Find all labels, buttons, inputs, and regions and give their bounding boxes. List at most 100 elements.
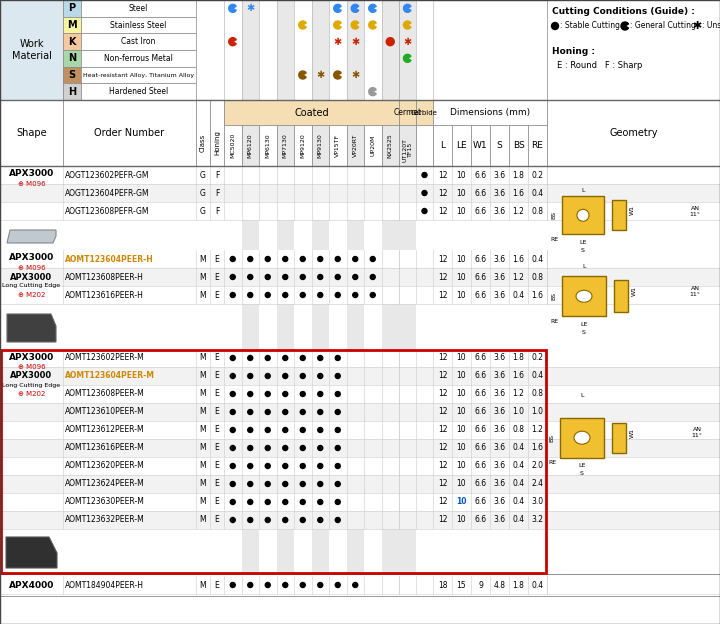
Text: S: S: [581, 248, 585, 253]
Bar: [63, 100, 196, 166]
Text: 6.6: 6.6: [474, 170, 487, 180]
Bar: [399, 250, 416, 349]
Text: M: M: [199, 407, 207, 416]
Bar: [0, 166, 720, 184]
Text: AN
11°: AN 11°: [690, 206, 701, 217]
Wedge shape: [229, 4, 236, 12]
Bar: [433, 125, 452, 166]
Text: 10: 10: [456, 170, 467, 180]
Bar: [1, 350, 546, 573]
Bar: [0, 439, 720, 457]
Text: 12: 12: [438, 426, 447, 434]
Text: 0.8: 0.8: [531, 389, 544, 399]
Text: E: E: [215, 389, 220, 399]
Wedge shape: [334, 71, 341, 79]
Circle shape: [300, 464, 305, 469]
Circle shape: [230, 275, 235, 280]
Bar: [241, 349, 259, 574]
Text: AOMT123620PEER-M: AOMT123620PEER-M: [65, 462, 145, 470]
Circle shape: [336, 464, 341, 469]
Text: LE: LE: [578, 463, 585, 468]
Text: UT120T
TF15: UT120T TF15: [402, 138, 413, 162]
Text: M: M: [67, 20, 77, 30]
Circle shape: [265, 275, 270, 280]
Text: MP9130: MP9130: [318, 133, 323, 158]
Circle shape: [336, 293, 341, 298]
Text: Dimensions (mm): Dimensions (mm): [450, 108, 530, 117]
Circle shape: [300, 275, 305, 280]
Text: APX4000: APX4000: [9, 580, 54, 590]
Bar: [612, 200, 626, 230]
Circle shape: [265, 256, 270, 261]
Bar: [196, 100, 210, 166]
Text: M: M: [199, 389, 207, 399]
Circle shape: [248, 374, 253, 379]
Text: 10: 10: [456, 255, 467, 263]
Text: 10: 10: [456, 479, 467, 489]
Bar: [0, 286, 720, 304]
Circle shape: [318, 256, 323, 261]
Text: AOMT123632PEER-M: AOMT123632PEER-M: [65, 515, 145, 525]
Text: 0.8: 0.8: [531, 207, 544, 215]
Bar: [547, 0, 720, 100]
Text: Non-ferrous Metal: Non-ferrous Metal: [104, 54, 173, 63]
Text: Cast Iron: Cast Iron: [121, 37, 156, 46]
Text: E: E: [215, 479, 220, 489]
Text: 3.6: 3.6: [493, 497, 505, 507]
Text: 1.0: 1.0: [513, 407, 524, 416]
Text: 12: 12: [438, 291, 447, 300]
Text: ✱: ✱: [246, 3, 254, 13]
Bar: [416, 0, 433, 100]
Text: 1.6: 1.6: [531, 291, 544, 300]
Text: 12: 12: [438, 207, 447, 215]
Circle shape: [336, 499, 341, 504]
Circle shape: [265, 409, 270, 414]
Text: E: E: [215, 444, 220, 452]
Text: 12: 12: [438, 462, 447, 470]
Circle shape: [265, 427, 270, 432]
Text: 1.2: 1.2: [513, 273, 524, 281]
Text: 1.6: 1.6: [513, 255, 524, 263]
Text: 3.6: 3.6: [493, 354, 505, 363]
Text: M: M: [199, 462, 207, 470]
Text: M: M: [199, 515, 207, 525]
Text: LE: LE: [456, 141, 467, 150]
Text: 10: 10: [456, 188, 467, 198]
Bar: [241, 125, 259, 166]
Text: RE: RE: [531, 141, 544, 150]
Text: P: P: [68, 3, 76, 13]
Text: : Unstable Cutting: : Unstable Cutting: [702, 21, 720, 31]
Text: MP7130: MP7130: [283, 133, 288, 158]
Bar: [0, 511, 720, 529]
Text: M: M: [199, 354, 207, 363]
Text: ⊕ M096: ⊕ M096: [18, 265, 45, 271]
Bar: [433, 125, 547, 166]
Circle shape: [552, 22, 559, 29]
Text: 3.0: 3.0: [531, 497, 544, 507]
Bar: [346, 125, 364, 166]
Bar: [276, 349, 294, 574]
Text: 6.6: 6.6: [474, 389, 487, 399]
Text: AOMT123612PEER-M: AOMT123612PEER-M: [65, 426, 145, 434]
Bar: [0, 574, 720, 596]
Circle shape: [300, 482, 305, 487]
Bar: [276, 125, 294, 166]
Wedge shape: [369, 87, 377, 95]
Text: 1.0: 1.0: [531, 407, 544, 416]
Circle shape: [318, 446, 323, 451]
Text: 1.8: 1.8: [513, 170, 524, 180]
Circle shape: [318, 517, 323, 522]
Text: NX2525: NX2525: [388, 133, 392, 158]
Bar: [224, 100, 399, 125]
Text: Work
Material: Work Material: [12, 39, 51, 61]
Circle shape: [230, 582, 235, 588]
Text: E: E: [215, 273, 220, 281]
Polygon shape: [7, 314, 56, 342]
Text: Coated: Coated: [294, 107, 329, 117]
Text: Class: Class: [200, 134, 206, 152]
Bar: [0, 475, 720, 493]
Bar: [0, 250, 720, 349]
Circle shape: [318, 409, 323, 414]
Circle shape: [353, 275, 358, 280]
Text: M: M: [199, 255, 207, 263]
